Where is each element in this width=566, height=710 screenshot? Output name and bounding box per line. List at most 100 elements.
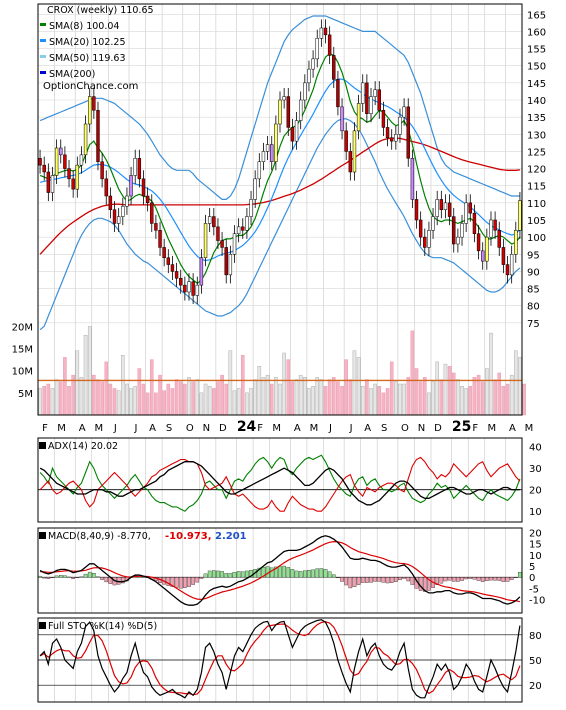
volume-bar xyxy=(501,386,506,416)
candle-body xyxy=(418,219,423,238)
month-label: J xyxy=(328,423,332,434)
volume-bar xyxy=(522,383,526,416)
sto-legend-swatch xyxy=(39,622,46,629)
volume-bar xyxy=(489,332,493,416)
candle-body xyxy=(104,178,108,197)
candle-body xyxy=(88,96,92,125)
candle-body xyxy=(323,27,328,36)
volume-bar xyxy=(348,379,353,416)
candle-body xyxy=(493,219,497,231)
candle-body xyxy=(311,58,315,70)
macd-hist-bar xyxy=(443,577,448,582)
sto-tick-label: 80 xyxy=(529,631,542,642)
month-label: M xyxy=(57,423,66,434)
macd-hist-bar xyxy=(480,577,485,582)
macd-hist-bar xyxy=(178,577,183,589)
sto-tick-label: 20 xyxy=(529,681,542,692)
price-tick-label: 100 xyxy=(527,233,546,244)
candle-body xyxy=(398,116,402,135)
candle-body xyxy=(307,68,311,84)
price-tick-label: 130 xyxy=(527,130,546,141)
sma20-line xyxy=(39,78,521,262)
volume-bar xyxy=(216,381,220,416)
volume-bar xyxy=(207,386,212,416)
volume-bar xyxy=(154,392,158,416)
candle-body xyxy=(270,144,274,162)
candle-body xyxy=(116,216,121,224)
macd-hist-bar xyxy=(274,566,278,578)
candle-body xyxy=(108,195,113,210)
volume-tick-label: 10M xyxy=(12,367,33,378)
macd-hist-bar xyxy=(485,577,489,581)
candle-body xyxy=(67,168,71,180)
legend-entry: SMA(20) 102.25 xyxy=(49,37,126,48)
candle-body xyxy=(79,154,84,166)
macd-hist-bar xyxy=(203,573,208,578)
candle-body xyxy=(179,278,183,286)
macd-hist-bar xyxy=(435,577,440,585)
month-label: F xyxy=(472,423,478,434)
macd-hist-bar xyxy=(282,565,286,578)
upper-band-line xyxy=(39,15,520,200)
candle-body xyxy=(59,147,63,156)
macd-hist-bar xyxy=(344,577,348,586)
candle-body xyxy=(203,223,208,258)
macd-hist-bar xyxy=(228,573,233,578)
macd-hist-bar xyxy=(46,577,51,579)
month-label: S xyxy=(166,423,172,434)
candle-body xyxy=(133,158,137,176)
candle-body xyxy=(162,247,166,258)
macd-hist-bar xyxy=(38,575,42,578)
macd-hist-bar xyxy=(207,570,212,578)
volume-bar xyxy=(518,357,522,416)
candle-body xyxy=(96,110,100,162)
volume-bar xyxy=(327,379,332,416)
volume-bar xyxy=(38,388,42,416)
volume-bar xyxy=(505,383,510,416)
macd-hist-bar xyxy=(75,577,80,578)
adx-tick-label: 40 xyxy=(529,443,542,454)
candle-body xyxy=(447,202,452,217)
adx-tick-label: 20 xyxy=(529,486,542,497)
macd-hist-bar xyxy=(224,573,229,578)
candle-body xyxy=(220,240,224,248)
candle-body xyxy=(356,103,361,132)
volume-bar xyxy=(472,377,477,416)
macd-hist-bar xyxy=(187,577,191,587)
macd-hist-bar xyxy=(348,577,353,589)
macd-hist-bar xyxy=(307,570,311,578)
candle-body xyxy=(191,281,195,296)
volume-bar xyxy=(50,388,55,416)
macd-tick-label: 15 xyxy=(529,540,542,551)
volume-bar xyxy=(125,383,129,416)
volume-bar xyxy=(42,386,46,416)
macd-hist-bar xyxy=(501,577,506,582)
candle-body xyxy=(71,178,75,190)
volume-bar xyxy=(431,381,435,416)
macd-hist-bar xyxy=(294,570,299,578)
macd-hist-bar xyxy=(389,577,394,583)
candle-body xyxy=(298,99,303,121)
volume-bar xyxy=(451,372,456,416)
candle-body xyxy=(303,82,307,101)
candle-body xyxy=(410,158,415,200)
macd-hist-bar xyxy=(232,572,237,578)
legend-entry: SMA(8) 100.04 xyxy=(49,21,119,32)
volume-bar xyxy=(282,352,286,416)
candle-body xyxy=(369,96,373,114)
candle-body xyxy=(129,175,133,197)
macd-hist-bar xyxy=(71,577,75,579)
candle-body xyxy=(501,247,506,265)
volume-tick-label: 5M xyxy=(18,389,33,400)
adx-tick-label: 30 xyxy=(529,464,542,475)
macd-hist-bar xyxy=(468,577,473,579)
candle-body xyxy=(63,154,67,169)
price-tick-label: 75 xyxy=(527,319,540,330)
candle-body xyxy=(46,171,51,193)
price-tick-label: 145 xyxy=(527,79,546,90)
macd-hist-bar xyxy=(410,577,415,585)
volume-bar xyxy=(385,388,390,416)
macd-label: MACD(8,40,9) -8.770, xyxy=(48,531,151,542)
macd-hist-bar xyxy=(402,577,406,579)
macd-hist-bar xyxy=(472,577,477,580)
